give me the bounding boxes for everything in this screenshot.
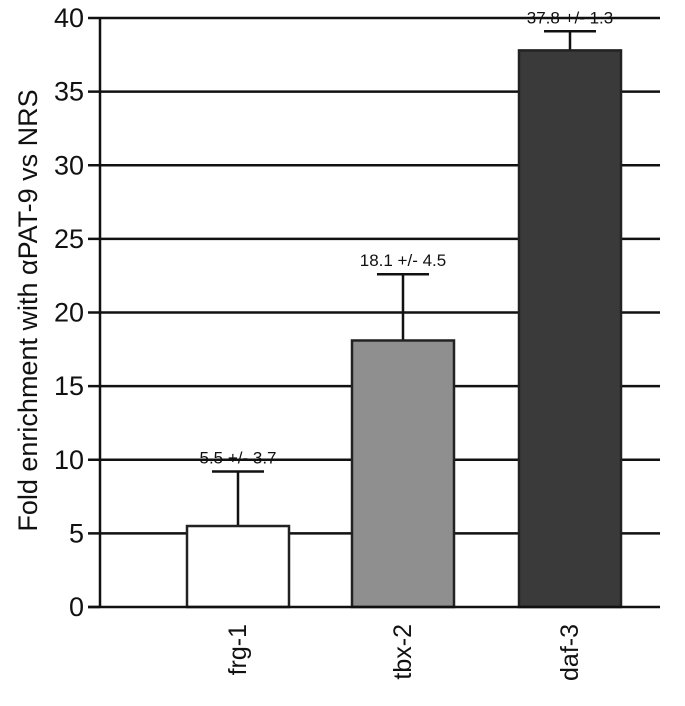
bars: 5.5 +/- 3.7 18.1 +/- 4.5 37.8 +/- 1.3 <box>185 8 623 609</box>
data-label: 5.5 +/- 3.7 <box>199 449 276 468</box>
y-tick-label: 35 <box>54 77 84 107</box>
x-tick-label: daf-3 <box>556 624 584 681</box>
y-tick-label: 15 <box>54 371 84 401</box>
y-tick-label: 20 <box>54 298 84 328</box>
y-tick-label: 25 <box>54 224 84 254</box>
bar <box>350 339 456 609</box>
y-tick-label: 0 <box>69 592 84 622</box>
bar <box>517 49 623 609</box>
bar <box>185 524 291 609</box>
y-axis-title: Fold enrichment with αPAT-9 vs NRS <box>13 89 43 531</box>
data-label: 18.1 +/- 4.5 <box>360 251 446 270</box>
data-label: 37.8 +/- 1.3 <box>527 8 613 27</box>
x-tick-label: tbx-2 <box>389 624 417 680</box>
y-tick-label: 40 <box>54 3 84 33</box>
x-tick-label: frg-1 <box>224 624 252 675</box>
y-tick-label: 30 <box>54 150 84 180</box>
y-tick-label: 5 <box>69 518 84 548</box>
axes: 0 5 10 15 20 25 30 35 40 frg-1 tbx-2 daf-3 <box>54 3 660 681</box>
y-tick-label: 10 <box>54 445 84 475</box>
